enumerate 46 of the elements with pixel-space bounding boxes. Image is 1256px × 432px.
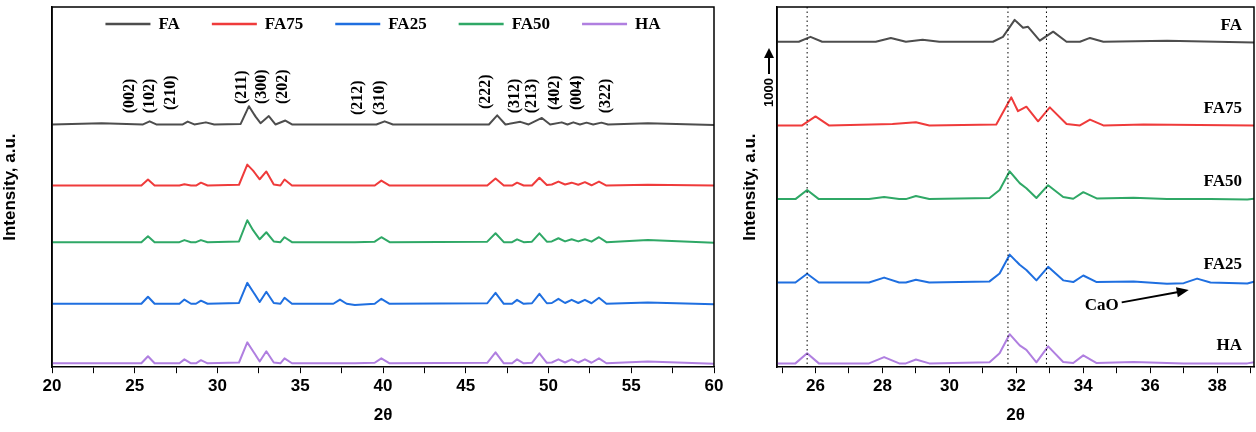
legend-label: FA50 [511,14,551,34]
annotation: (310) [370,80,389,116]
annotation: (213) [522,78,541,114]
annotation: CaO [1084,294,1119,314]
series-label: FA [1220,14,1243,34]
x-tick-label: 26 [806,376,825,396]
x-tick-label: 20 [42,376,62,396]
x-tick-label: 34 [1073,376,1094,396]
annotation: (212) [348,80,367,116]
text: (202) [273,69,292,105]
legend-label: FA25 [388,14,427,34]
y-axis-title: Intensity, a.u. [739,133,759,241]
x-tick-label: 32 [1006,376,1026,396]
legend-label: HA [635,14,662,34]
series-label: FA25 [1203,254,1242,274]
x-tick-label: 50 [539,376,558,396]
x-tick-label: 60 [704,376,724,396]
series-label: FA75 [1203,97,1242,117]
x-tick-label: 38 [1207,376,1227,396]
legend-label: FA [158,14,181,34]
x-tick-label: 36 [1140,376,1160,396]
text: 1000 [760,78,776,107]
legend-label: FA75 [264,14,304,34]
x-tick-label: 35 [290,376,310,396]
annotation: (004) [567,75,586,111]
annotation: (002) [120,78,139,114]
x-axis-title: 2θ [373,405,393,425]
x-tick-label: 40 [373,376,393,396]
x-tick-label: 30 [208,376,227,396]
x-axis-title: 2θ [1006,405,1025,425]
x-tick-label: 45 [456,376,476,396]
text: (211) [232,70,251,105]
x-tick-label: 25 [125,376,145,396]
annotation: (102) [140,78,159,114]
annotation: (222) [476,74,495,110]
x-tick-label: 28 [872,376,892,396]
y-axis-title: Intensity, a.u. [0,133,19,241]
x-tick-label: 55 [621,376,641,396]
annotation: (312) [505,78,524,114]
text: (300) [252,69,271,105]
series-label: HA [1216,334,1243,354]
annotation: (322) [596,78,615,114]
x-tick-label: 30 [939,376,959,396]
series-label: FA50 [1203,171,1242,191]
annotation: (402) [545,75,564,111]
annotation: (210) [161,75,180,111]
